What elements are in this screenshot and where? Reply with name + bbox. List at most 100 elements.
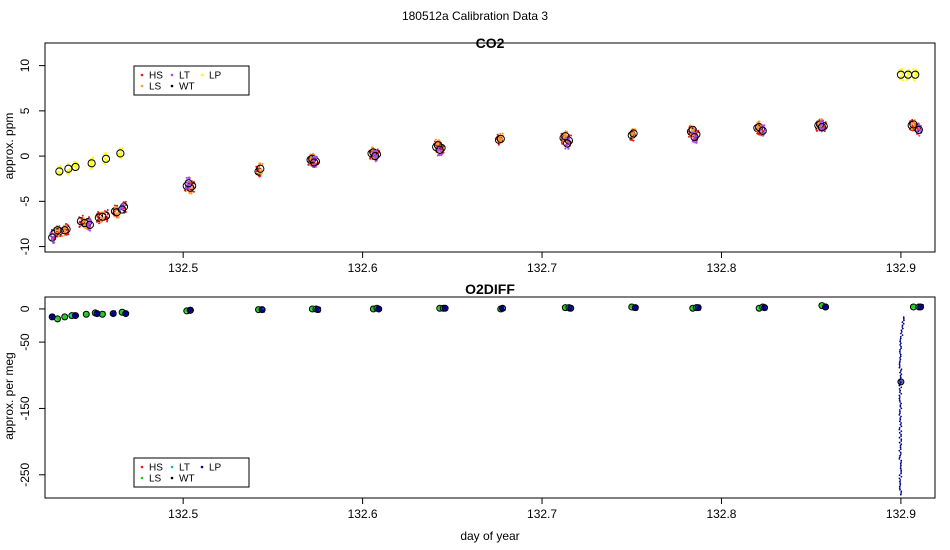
o2diff-raw-point <box>899 466 902 468</box>
co2-raw-point <box>560 141 563 144</box>
o2diff-raw-point <box>900 464 902 467</box>
co2-plot-frame <box>44 42 936 253</box>
co2-raw-point <box>185 187 188 190</box>
co2-raw-point <box>500 137 503 140</box>
o2diff-raw-point <box>901 324 904 327</box>
co2-legend-marker <box>140 84 144 88</box>
co2-mean-point <box>310 158 319 167</box>
co2-series-lt <box>48 120 923 245</box>
co2-mean-point <box>98 212 107 221</box>
co2-raw-point <box>695 130 698 133</box>
o2diff-raw-point <box>899 454 902 457</box>
o2diff-raw-point <box>900 407 903 410</box>
o2diff-raw-point <box>898 428 901 431</box>
co2-raw-point <box>760 130 763 133</box>
o2diff-raw-point <box>899 370 902 372</box>
co2-raw-point <box>439 149 442 152</box>
co2-legend-label: HS <box>149 71 163 82</box>
o2diff-raw-point <box>898 366 901 369</box>
co2-raw-point <box>757 125 760 128</box>
co2-raw-point <box>690 130 693 133</box>
co2-raw-point <box>89 160 92 163</box>
co2-raw-point <box>900 72 903 75</box>
co2-mean-point <box>60 226 69 235</box>
co2-mean-point <box>627 131 636 140</box>
co2-raw-point <box>918 128 921 131</box>
co2-x-tick-label: 132.6 <box>348 261 378 275</box>
co2-raw-point <box>88 223 91 226</box>
o2diff-raw-point <box>899 446 902 449</box>
co2-mean-point <box>184 179 193 188</box>
co2-raw-point <box>436 139 439 142</box>
co2-x-tick-label: 132.7 <box>527 261 557 275</box>
co2-raw-point <box>119 153 122 156</box>
co2-raw-point <box>106 208 109 211</box>
co2-raw-point <box>78 221 81 224</box>
co2-raw-point <box>78 226 81 229</box>
co2-mean-point <box>629 129 638 138</box>
co2-raw-point <box>121 203 124 206</box>
co2-mean-point <box>690 132 699 142</box>
o2diff-legend-marker <box>140 465 144 469</box>
o2diff-raw-point <box>899 418 902 421</box>
co2-raw-point <box>65 233 68 236</box>
o2diff-mean-point <box>61 313 69 321</box>
co2-raw-point <box>761 134 764 137</box>
o2diff-legend-label: LT <box>179 463 190 474</box>
o2diff-raw-point <box>900 440 903 442</box>
o2diff-raw-point <box>900 386 903 389</box>
co2-raw-point <box>257 166 260 169</box>
co2-raw-point <box>52 235 55 238</box>
o2diff-raw-point <box>898 365 901 367</box>
co2-plot: 132.5 132.6 132.7 132.8 132.9 -10 -5 0 5 10 <box>18 42 936 275</box>
o2diff-raw-point <box>900 435 902 437</box>
o2diff-raw-point <box>898 363 901 366</box>
o2diff-raw-point <box>899 340 902 343</box>
co2-raw-point <box>119 208 122 211</box>
o2diff-raw-point <box>901 321 904 323</box>
o2diff-legend-label: LP <box>209 463 222 474</box>
o2diff-panel-title: O2DIFF <box>465 281 515 297</box>
co2-raw-point <box>88 229 91 232</box>
co2-raw-point <box>898 68 901 71</box>
co2-raw-point <box>501 132 504 135</box>
co2-raw-point <box>57 234 60 237</box>
co2-raw-point <box>918 134 921 137</box>
co2-raw-point <box>103 211 106 214</box>
o2diff-y-tick-label: -50 <box>18 333 32 351</box>
co2-series-ls <box>53 118 918 237</box>
co2-mean-point <box>101 154 111 163</box>
o2diff-raw-point <box>900 368 903 371</box>
co2-mean-point <box>71 162 80 172</box>
co2-raw-point <box>560 138 563 141</box>
co2-y-tick-label: 0 <box>18 152 32 159</box>
o2diff-mean-point <box>258 306 266 314</box>
co2-raw-point <box>87 228 90 231</box>
co2-raw-point <box>760 134 763 137</box>
co2-raw-point <box>309 153 312 156</box>
co2-raw-point <box>920 128 923 131</box>
co2-raw-point <box>189 183 192 186</box>
co2-raw-point <box>310 155 313 158</box>
co2-raw-point <box>695 135 698 138</box>
o2diff-raw-point <box>900 461 903 464</box>
o2diff-raw-point <box>899 348 902 351</box>
co2-raw-point <box>72 160 75 163</box>
o2diff-raw-point <box>900 492 902 494</box>
o2diff-raw-point <box>901 327 904 330</box>
o2diff-raw-point <box>899 343 902 346</box>
co2-legend-marker <box>170 84 174 88</box>
co2-raw-point <box>819 126 822 129</box>
co2-raw-point <box>87 218 90 221</box>
co2-raw-point <box>821 123 824 126</box>
co2-mean-point <box>101 211 111 220</box>
co2-raw-point <box>54 229 57 232</box>
co2-raw-point <box>187 188 190 191</box>
co2-raw-point <box>631 132 634 135</box>
co2-raw-point <box>565 136 568 139</box>
co2-raw-point <box>116 216 119 219</box>
o2diff-mean-point <box>917 303 925 311</box>
o2diff-mean-point <box>761 304 769 312</box>
o2diff-mean-point <box>186 306 194 314</box>
